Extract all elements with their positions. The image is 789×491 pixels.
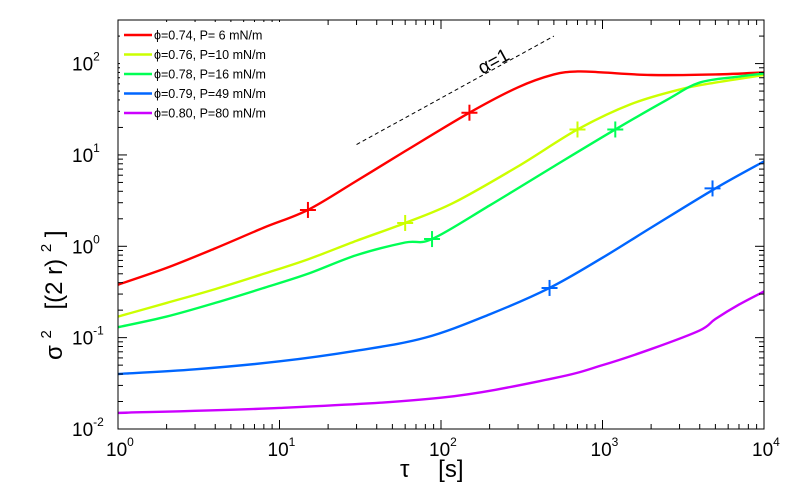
legend-label-5: ϕ=0.80, P=80 mN/m — [154, 107, 266, 121]
crossover-marker-4 — [541, 279, 558, 296]
marker-layer — [299, 104, 721, 296]
crossover-marker-1 — [461, 104, 478, 121]
y-axis-symbol: σ — [41, 345, 68, 360]
crossover-marker-8 — [704, 180, 721, 197]
y-tick-label-3: 100 — [72, 232, 100, 258]
y-axis-unit-exp: 2 — [38, 244, 55, 252]
crossover-marker-5 — [299, 201, 316, 218]
y-tick-label-2: 10-1 — [72, 324, 104, 350]
legend-label-4: ϕ=0.79, P=49 mN/m — [154, 87, 266, 101]
y-axis-label: σ 2 [(2 r) 2 ] — [30, 230, 68, 360]
series-line-2 — [118, 73, 764, 318]
crossover-marker-7 — [607, 121, 624, 138]
legend-item-3: ϕ=0.78, P=16 mN/m — [124, 68, 266, 82]
legend-item-4: ϕ=0.79, P=49 mN/m — [124, 87, 266, 101]
legend: ϕ=0.74, P= 6 mN/m ϕ=0.76, P=10 mN/m ϕ=0.78… — [120, 22, 312, 126]
x-tick-label-3: 102 — [429, 435, 457, 461]
y-axis-symbol-exp: 2 — [38, 330, 55, 338]
legend-item-5: ϕ=0.80, P=80 mN/m — [124, 107, 266, 121]
slope-guide-line — [356, 35, 555, 145]
y-axis-unit: [(2 r) — [41, 259, 68, 310]
series-line-5 — [118, 290, 764, 415]
x-tick-label-5: 104 — [752, 435, 780, 461]
x-tick-label-2: 101 — [268, 435, 296, 461]
series-line-3 — [118, 72, 764, 329]
legend-label-1: ϕ=0.74, P= 6 mN/m — [154, 29, 262, 43]
y-tick-label-5: 102 — [72, 50, 100, 76]
legend-label-3: ϕ=0.78, P=16 mN/m — [154, 68, 266, 82]
x-tick-label-1: 100 — [106, 435, 134, 461]
series-layer — [118, 70, 764, 415]
crossover-marker-6 — [569, 121, 586, 138]
y-tick-label-1: 10-2 — [72, 415, 104, 441]
x-tick-label-4: 103 — [591, 435, 619, 461]
legend-item-2: ϕ=0.76, P=10 mN/m — [124, 48, 266, 62]
x-axis-symbol: τ — [400, 456, 410, 483]
crossover-marker-2 — [397, 214, 414, 231]
y-axis-unit-close: ] — [41, 230, 68, 237]
series-line-4 — [118, 160, 764, 376]
y-tick-label-4: 101 — [72, 141, 100, 167]
legend-label-2: ϕ=0.76, P=10 mN/m — [154, 48, 266, 62]
legend-item-1: ϕ=0.74, P= 6 mN/m — [124, 29, 262, 43]
x-axis-label: τ [s] — [400, 456, 464, 483]
crossover-marker-3 — [424, 231, 441, 248]
x-axis-unit: [s] — [438, 456, 463, 483]
